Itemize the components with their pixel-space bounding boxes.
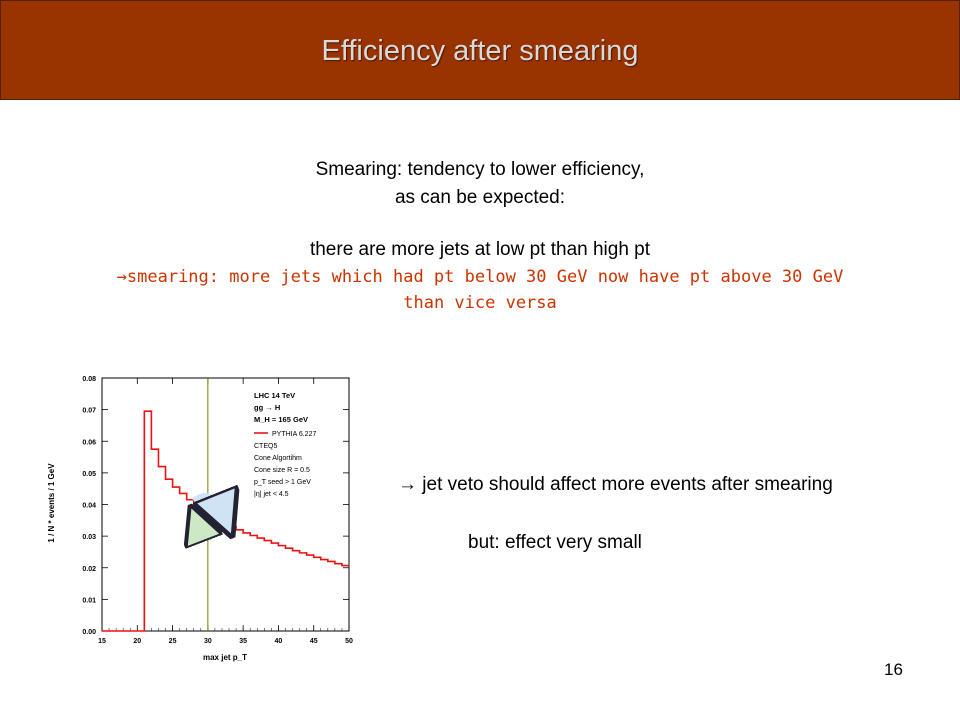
chart-legend: LHC 14 TeV gg → H M_H = 165 GeV PYTHIA 6.22…	[254, 391, 316, 498]
legend-title-line: M_H = 165 GeV	[254, 415, 308, 424]
y-tick-label: 0.03	[82, 534, 96, 541]
highlight-line-1: →smearing: more jets which had pt below …	[116, 267, 844, 287]
x-tick-label: 50	[345, 638, 353, 645]
x-tick-label: 30	[204, 638, 212, 645]
x-tick-label: 45	[310, 638, 318, 645]
x-tick-label: 25	[169, 638, 177, 645]
y-tick-label: 0.07	[82, 408, 96, 415]
chart-ticks: 15 20 25 30 35 40 45 50 0.00 0.01 0.02 0.03 0.04 0.05…	[82, 376, 353, 645]
legend-title-line: LHC 14 TeV	[254, 391, 295, 400]
highlight-line-2: than vice versa	[403, 293, 557, 313]
x-tick-label: 40	[275, 638, 283, 645]
legend-series-name: PYTHIA 6.227	[272, 431, 316, 438]
intro-line-3: there are more jets at low pt than high …	[309, 239, 651, 260]
legend-info-line: Cone size R = 0.5	[254, 467, 310, 474]
x-tick-label: 20	[133, 638, 141, 645]
legend-info-line: CTEQ5	[254, 443, 277, 450]
legend-info-line: p_T seed > 1 GeV	[254, 479, 311, 486]
y-tick-label: 0.00	[82, 629, 96, 636]
x-axis-label: max jet p_T	[203, 653, 247, 662]
migration-arrow-up-icon	[192, 496, 224, 516]
intro-line-2: as can be expected:	[394, 187, 566, 208]
note-small-effect: but: effect very small	[468, 532, 642, 553]
y-tick-label: 0.01	[82, 597, 96, 604]
migration-arrow-down-icon	[197, 523, 212, 538]
slide-header: Efficiency after smearing	[0, 0, 960, 100]
y-axis-label: 1 / N * events / 1 GeV	[47, 463, 56, 543]
legend-info-line: Cone Algortihm	[254, 455, 302, 462]
efficiency-histogram: 15 20 25 30 35 40 45 50 0.00 0.01 0.02 0.03 0.04 0.05…	[47, 376, 353, 662]
legend-title-line: gg → H	[254, 403, 280, 412]
intro-line-1: Smearing: tendency to lower efficiency,	[315, 159, 645, 180]
slide-title: Efficiency after smearing	[321, 35, 639, 67]
y-tick-label: 0.08	[82, 376, 96, 383]
histogram-series	[102, 410, 349, 632]
x-tick-label: 15	[98, 638, 106, 645]
y-tick-label: 0.02	[82, 566, 96, 573]
note-jet-veto: → jet veto should affect more events aft…	[398, 474, 833, 495]
y-tick-label: 0.04	[82, 503, 96, 510]
chart-axes	[101, 377, 350, 632]
x-tick-label: 35	[239, 638, 247, 645]
plot-frame	[101, 377, 350, 632]
legend-info-line: |η| jet < 4.5	[254, 491, 289, 498]
spacer	[0, 212, 960, 236]
y-tick-label: 0.05	[82, 471, 96, 478]
intro-text: Smearing: tendency to lower efficiency, …	[0, 156, 960, 316]
y-tick-label: 0.06	[82, 439, 96, 446]
page-number: 16	[884, 660, 903, 679]
